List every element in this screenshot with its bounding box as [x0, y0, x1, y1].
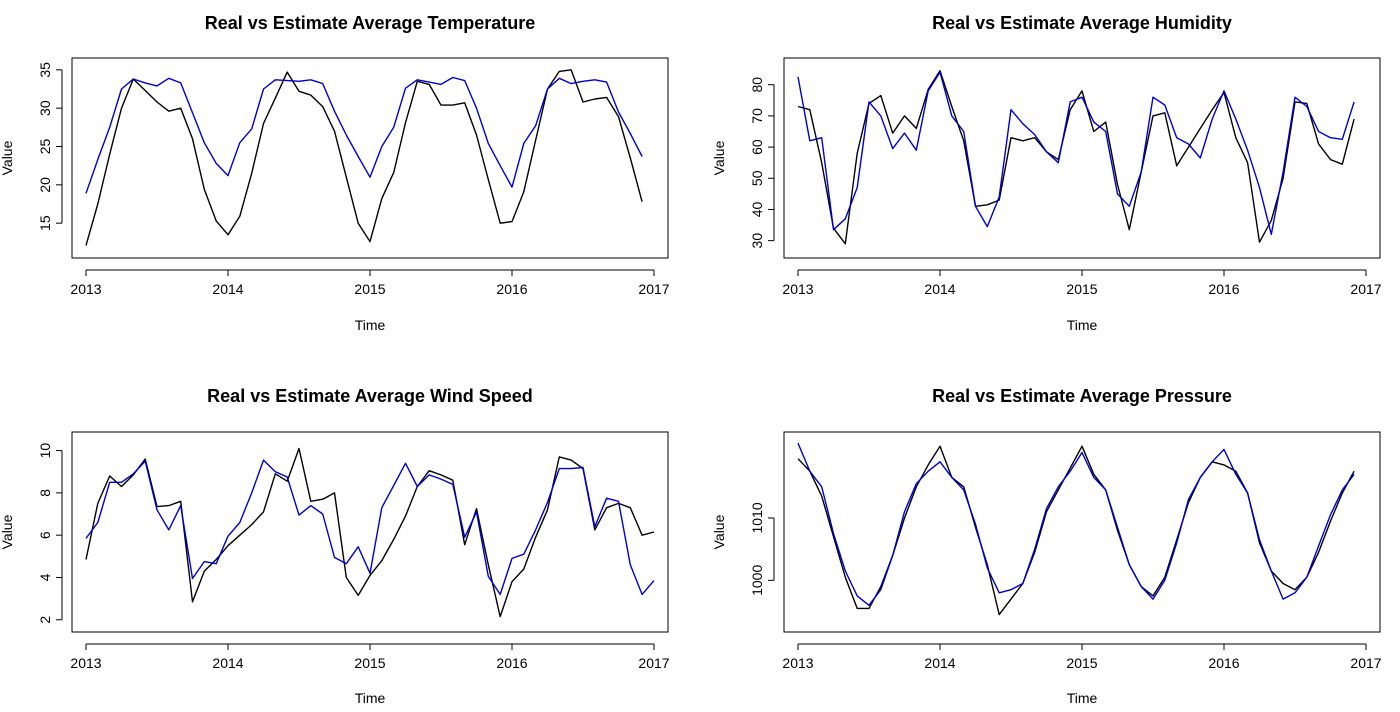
y-tick-label: 20: [37, 177, 53, 193]
series-line-real: [797, 69, 1355, 245]
y-tick-label: 15: [37, 215, 53, 231]
y-tick-label: 1010: [749, 502, 765, 533]
x-tick-label: 2017: [1350, 281, 1381, 297]
series-line-estimate: [85, 76, 643, 194]
chart-panel-humidity: Real vs Estimate Average Humidity Time V…: [711, 13, 1382, 333]
plot-frame: [783, 431, 1381, 633]
x-axis-label: Time: [355, 317, 386, 333]
series-line-real: [85, 69, 643, 246]
x-tick-label: 2015: [354, 281, 385, 297]
x-axis-label: Time: [1067, 317, 1098, 333]
x-tick-label: 2015: [354, 655, 385, 671]
y-tick-label: 35: [37, 62, 53, 78]
series-line-estimate: [797, 71, 1355, 236]
x-tick-label: 2013: [782, 281, 813, 297]
chart-title: Real vs Estimate Average Wind Speed: [207, 386, 533, 406]
x-tick-label: 2016: [1208, 655, 1239, 671]
x-axis-label: Time: [1067, 690, 1098, 706]
y-tick-label: 1000: [749, 565, 765, 596]
x-tick-label: 2013: [782, 655, 813, 671]
y-tick-label: 25: [37, 139, 53, 155]
y-tick-label: 10: [37, 443, 53, 459]
x-tick-label: 2016: [1208, 281, 1239, 297]
y-axis-label: Value: [0, 140, 15, 175]
x-tick-label: 2014: [212, 281, 243, 297]
y-tick-label: 70: [749, 108, 765, 124]
y-tick-label: 8: [37, 489, 53, 497]
y-tick-label: 30: [37, 100, 53, 116]
y-tick-label: 30: [749, 233, 765, 249]
x-tick-label: 2015: [1066, 655, 1097, 671]
x-tick-label: 2017: [638, 655, 669, 671]
y-tick-label: 40: [749, 201, 765, 217]
series-line-estimate: [85, 459, 655, 596]
x-tick-label: 2016: [496, 281, 527, 297]
chart-panel-wind-speed: Real vs Estimate Average Wind Speed Time…: [0, 386, 670, 706]
y-tick-label: 60: [749, 139, 765, 155]
series-line-real: [85, 447, 655, 618]
plot-frame: [71, 431, 669, 633]
x-tick-label: 2017: [1350, 655, 1381, 671]
x-tick-label: 2013: [70, 655, 101, 671]
chart-title: Real vs Estimate Average Pressure: [932, 386, 1232, 406]
x-axis-label: Time: [355, 690, 386, 706]
x-tick-label: 2014: [924, 655, 955, 671]
y-tick-label: 4: [37, 573, 53, 581]
y-axis-label: Value: [711, 140, 727, 175]
y-tick-label: 6: [37, 531, 53, 539]
plot-frame: [71, 57, 669, 259]
chart-title: Real vs Estimate Average Humidity: [932, 13, 1232, 33]
y-axis-label: Value: [711, 514, 727, 549]
y-tick-label: 80: [749, 77, 765, 93]
y-axis-label: Value: [0, 514, 15, 549]
y-tick-label: 2: [37, 616, 53, 624]
x-tick-label: 2013: [70, 281, 101, 297]
x-tick-label: 2014: [212, 655, 243, 671]
chart-panel-pressure: Real vs Estimate Average Pressure Time V…: [711, 386, 1382, 706]
chart-title: Real vs Estimate Average Temperature: [205, 13, 536, 33]
x-tick-label: 2017: [638, 281, 669, 297]
x-tick-label: 2015: [1066, 281, 1097, 297]
plot-frame: [783, 57, 1381, 259]
series-line-estimate: [797, 442, 1355, 606]
y-tick-label: 50: [749, 170, 765, 186]
x-tick-label: 2014: [924, 281, 955, 297]
chart-panel-temperature: Real vs Estimate Average Temperature Tim…: [0, 13, 670, 333]
x-tick-label: 2016: [496, 655, 527, 671]
